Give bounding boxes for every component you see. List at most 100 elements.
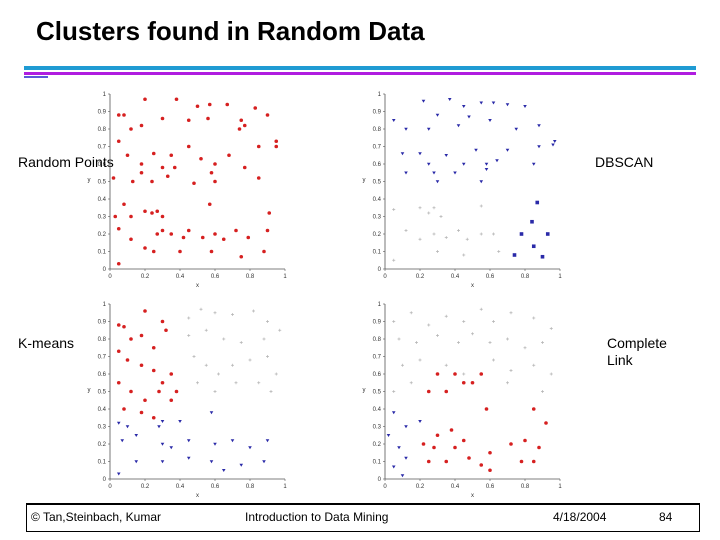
data-point xyxy=(535,200,540,205)
data-point xyxy=(116,261,121,266)
y-tick-label: 0.6 xyxy=(373,162,382,168)
y-tick-label: 0.8 xyxy=(98,127,107,133)
data-point xyxy=(116,421,121,425)
data-point xyxy=(265,228,270,233)
data-point xyxy=(248,358,252,362)
data-point xyxy=(257,381,261,385)
data-point xyxy=(488,119,492,123)
data-point xyxy=(192,355,196,358)
data-point xyxy=(505,103,510,107)
y-tick-label: 0.4 xyxy=(373,407,382,413)
data-point xyxy=(467,456,471,460)
data-point xyxy=(453,372,457,376)
data-point xyxy=(111,176,116,180)
axes: 0 0.1 0.2 0.3 0.4 0.5 0.6 0.7 0.8 0.9 1 0 0.2 0.4 0.6 0… xyxy=(363,302,563,499)
data-point xyxy=(174,97,179,102)
data-point xyxy=(488,450,492,455)
data-point xyxy=(262,337,266,341)
y-tick-label: 0.1 xyxy=(373,460,382,466)
data-point xyxy=(187,334,191,337)
y-tick-label: 0.1 xyxy=(98,460,107,466)
data-point xyxy=(231,363,234,367)
x-tick-label: 0.8 xyxy=(246,484,255,490)
data-point xyxy=(209,170,214,175)
data-point xyxy=(239,341,243,344)
series-blue-triangle xyxy=(391,98,557,184)
data-point xyxy=(439,215,443,218)
data-point xyxy=(479,463,484,467)
data-point xyxy=(461,162,466,166)
data-point xyxy=(479,180,484,184)
data-point xyxy=(418,358,422,362)
data-point xyxy=(209,460,214,464)
data-point xyxy=(204,363,208,367)
data-point xyxy=(479,232,483,236)
series-red-dot xyxy=(421,372,548,473)
x-tick-label: 0 xyxy=(383,274,387,280)
data-point xyxy=(265,439,270,443)
y-tick-label: 0.3 xyxy=(373,215,382,221)
data-point xyxy=(532,363,536,367)
data-point xyxy=(204,328,208,332)
x-axis-label: x xyxy=(196,283,199,289)
label-complete-link: Complete Link xyxy=(607,335,667,368)
data-point xyxy=(239,463,244,467)
data-point xyxy=(479,372,484,376)
data-point xyxy=(544,421,548,425)
data-point xyxy=(151,151,156,156)
y-tick-label: 0 xyxy=(103,267,107,273)
y-tick-label: 0.1 xyxy=(98,250,107,256)
data-point xyxy=(169,232,174,236)
data-point xyxy=(234,381,238,385)
data-point xyxy=(549,327,553,330)
y-tick-label: 0.9 xyxy=(98,110,107,116)
data-point xyxy=(139,162,144,166)
data-point xyxy=(274,372,278,376)
data-point xyxy=(479,204,483,208)
data-point xyxy=(213,232,217,236)
data-point xyxy=(227,153,231,158)
data-point xyxy=(447,98,452,102)
y-tick-label: 0.3 xyxy=(98,215,107,221)
data-point xyxy=(160,420,165,424)
data-point xyxy=(116,226,121,231)
data-point xyxy=(505,148,510,152)
footer-page-number: 84 xyxy=(659,510,673,524)
x-tick-label: 0.8 xyxy=(521,484,530,490)
data-point xyxy=(217,372,220,376)
data-point xyxy=(143,309,147,313)
data-point xyxy=(465,237,469,241)
data-point xyxy=(400,152,405,156)
data-point xyxy=(404,127,408,131)
data-point xyxy=(278,328,282,332)
data-point xyxy=(462,253,466,257)
data-point xyxy=(552,140,557,144)
data-point xyxy=(404,229,408,232)
data-point xyxy=(435,433,440,438)
data-point xyxy=(143,209,147,214)
data-point xyxy=(514,127,519,131)
axes: 0 0.1 0.2 0.3 0.4 0.5 0.6 0.7 0.8 0.9 1 0 0.2 0.4 0.6 0… xyxy=(363,92,563,289)
x-tick-label: 0.6 xyxy=(211,274,220,280)
data-point xyxy=(404,425,408,429)
data-point xyxy=(160,214,165,219)
data-point xyxy=(432,445,436,450)
scatter-kmeans: 0 0.1 0.2 0.3 0.4 0.5 0.6 0.7 0.8 0.9 1 0 0.2 0.4 0.6 0… xyxy=(88,302,288,499)
x-tick-label: 1 xyxy=(558,274,562,280)
data-point xyxy=(143,398,147,403)
data-point xyxy=(545,232,550,236)
data-point xyxy=(242,165,247,170)
data-point xyxy=(523,105,527,109)
y-tick-label: 0.8 xyxy=(373,127,382,133)
data-point xyxy=(479,307,483,311)
data-point xyxy=(165,174,170,179)
data-point xyxy=(186,439,191,443)
data-point xyxy=(186,456,191,460)
y-tick-label: 0.7 xyxy=(373,355,382,361)
footer-course: Introduction to Data Mining xyxy=(245,510,389,524)
y-tick-label: 0.4 xyxy=(98,407,107,413)
data-point xyxy=(391,119,396,123)
data-point xyxy=(392,390,396,393)
data-point xyxy=(169,372,174,376)
x-axis-label: x xyxy=(471,283,474,289)
